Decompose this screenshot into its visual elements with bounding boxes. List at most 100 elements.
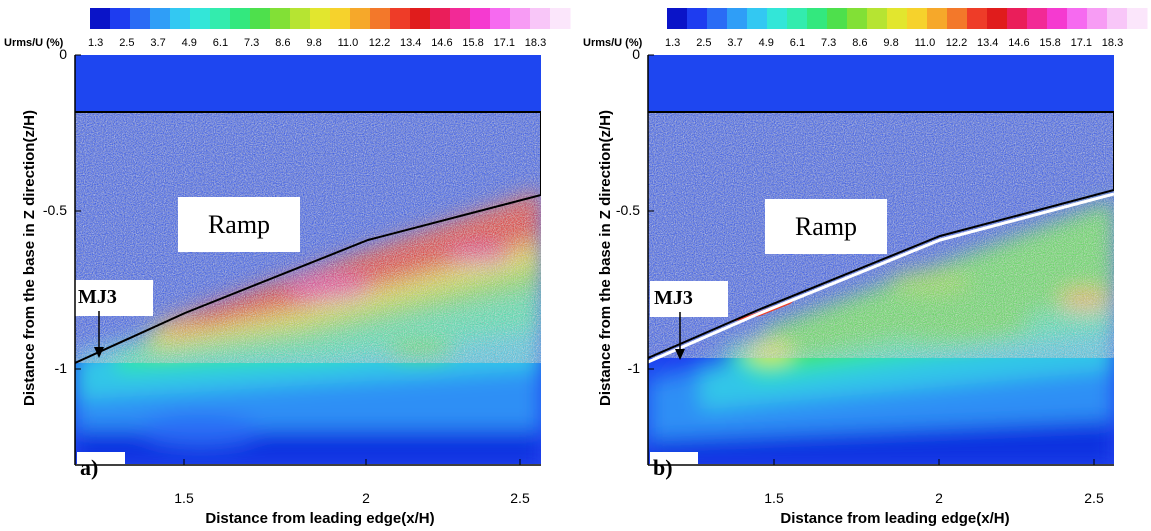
colorbar-swatch	[1107, 8, 1128, 29]
colorbar-tick-label: 4.9	[759, 37, 774, 49]
marker-label-box-a	[75, 280, 153, 316]
colorbar-tick-label: 11.0	[338, 37, 359, 49]
colorbar-swatch	[270, 8, 291, 29]
colorbar-swatch	[1067, 8, 1088, 29]
xtick-2-b: 2.5	[1084, 490, 1104, 506]
colorbar-swatch	[130, 8, 151, 29]
colorbar-swatch	[807, 8, 828, 29]
colorbar-swatch	[927, 8, 948, 29]
colorbar-swatch	[987, 8, 1008, 29]
xtick-0-b: 1.5	[764, 490, 784, 506]
colorbar-swatch	[967, 8, 988, 29]
colorbar-swatch	[190, 8, 211, 29]
colorbar-swatch	[90, 8, 111, 29]
colorbar-swatch	[767, 8, 788, 29]
colorbar-tick-label: 12.2	[369, 37, 390, 49]
colorbar-tick-label: 3.7	[727, 37, 742, 49]
colorbar-swatch	[530, 8, 551, 29]
colorbar-swatch	[667, 8, 688, 29]
colorbar-swatch	[1047, 8, 1068, 29]
panel-a: Urms/U (%) 1.3 2.5 3.7 4.9 6.1 7.3 8.6 9.8 11.0 1…	[4, 8, 571, 527]
colorbar-swatch	[370, 8, 391, 29]
marker-arrow-head-a	[94, 347, 104, 358]
colorbar-swatch	[470, 8, 491, 29]
field-blobs-b	[648, 200, 1114, 464]
colorbar-swatch	[887, 8, 908, 29]
colorbar-swatch	[410, 8, 431, 29]
colorbar-tick-label: 7.3	[821, 37, 836, 49]
ylabel-b: Distance from the base in Z direction(z/…	[597, 110, 614, 406]
colorbar-tick-label: 13.4	[400, 37, 421, 49]
colorbar-tick-label: 12.2	[946, 37, 967, 49]
panel-tag-box-b	[650, 452, 698, 480]
ytick-1-a: -0.5	[43, 202, 67, 218]
colorbar-tick-label: 14.6	[1008, 37, 1029, 49]
colorbar-swatch	[707, 8, 728, 29]
colorbar-swatch	[150, 8, 171, 29]
colorbar-swatch	[787, 8, 808, 29]
colorbar-tick-label: 13.4	[977, 37, 998, 49]
colorbar-swatch	[110, 8, 131, 29]
colorbar-swatch	[510, 8, 531, 29]
colorbar-swatch	[687, 8, 708, 29]
colorbar-tick-label: 2.5	[119, 37, 134, 49]
colorbar-tick-label: 17.1	[1071, 37, 1092, 49]
ramp-outline-a	[75, 111, 541, 364]
colorbar-swatch	[310, 8, 331, 29]
colorbar-swatch	[230, 8, 251, 29]
colorbar-swatch	[250, 8, 271, 29]
colorbar-tick-label: 17.1	[494, 37, 515, 49]
colorbar-tick-label: 3.7	[150, 37, 165, 49]
colorbar-swatch	[727, 8, 748, 29]
field-blobs-a	[75, 190, 541, 464]
heatmap-b	[648, 55, 1114, 464]
colorbar-swatch	[847, 8, 868, 29]
ytick-2-a: -1	[55, 360, 68, 376]
ytick-1-b: -0.5	[616, 202, 640, 218]
colorbar-swatch	[907, 8, 928, 29]
colorbar-swatch	[1127, 8, 1148, 29]
ytick-2-b: -1	[628, 360, 641, 376]
colorbar-tick-label: 9.8	[306, 37, 321, 49]
colorbar-swatches-a	[90, 8, 571, 29]
colorbar-swatch	[490, 8, 511, 29]
xtick-0-a: 1.5	[174, 490, 194, 506]
colorbar-swatch	[1007, 8, 1028, 29]
xtick-2-a: 2.5	[510, 490, 530, 506]
colorbar-tick-label: 18.3	[1102, 37, 1123, 49]
colorbar-tick-label: 18.3	[525, 37, 546, 49]
heatmap-a	[75, 55, 541, 464]
colorbar-swatches-b	[667, 8, 1148, 29]
marker-label-box-b	[650, 281, 728, 317]
ramp-outline-b	[648, 111, 1114, 359]
colorbar-swatch	[450, 8, 471, 29]
colorbar-title-a: Urms/U (%)	[4, 37, 64, 49]
ramp-label-a: Ramp	[208, 210, 270, 239]
colorbar-swatch	[550, 8, 571, 29]
colorbar-tick-label: 6.1	[213, 37, 228, 49]
colorbar-swatch	[827, 8, 848, 29]
xlabel-b: Distance from leading edge(x/H)	[780, 510, 1009, 527]
xtick-1-a: 2	[362, 490, 370, 506]
colorbar-swatch	[747, 8, 768, 29]
colorbar-swatch	[430, 8, 451, 29]
colorbar-a: Urms/U (%) 1.3 2.5 3.7 4.9 6.1 7.3 8.6 9.8 11.0 1…	[4, 8, 571, 49]
ytick-0-b: 0	[632, 46, 640, 62]
colorbar-swatch	[867, 8, 888, 29]
colorbar-swatch	[330, 8, 351, 29]
colorbar-ticks-a: 1.3 2.5 3.7 4.9 6.1 7.3 8.6 9.8 11.0 12.2 13.4 14.6…	[88, 37, 546, 49]
colorbar-swatch	[390, 8, 411, 29]
colorbar-swatch	[290, 8, 311, 29]
colorbar-tick-label: 15.8	[1039, 37, 1060, 49]
colorbar-tick-label: 1.3	[88, 37, 103, 49]
colorbar-tick-label: 7.3	[244, 37, 259, 49]
colorbar-tick-label: 2.5	[696, 37, 711, 49]
colorbar-swatch	[350, 8, 371, 29]
marker-label-a: MJ3	[78, 286, 117, 308]
panel-tag-b: b)	[653, 455, 673, 480]
panel-tag-a: a)	[80, 455, 98, 480]
panel-b: Urms/U (%) 1.3 2.5 3.7 4.9 6.1 7.3 8.6 9.8 11.0 1…	[583, 8, 1148, 527]
colorbar-ticks-b: 1.3 2.5 3.7 4.9 6.1 7.3 8.6 9.8 11.0 12.2 13.4 14.6…	[665, 37, 1123, 49]
colorbar-title-b: Urms/U (%)	[583, 37, 643, 49]
